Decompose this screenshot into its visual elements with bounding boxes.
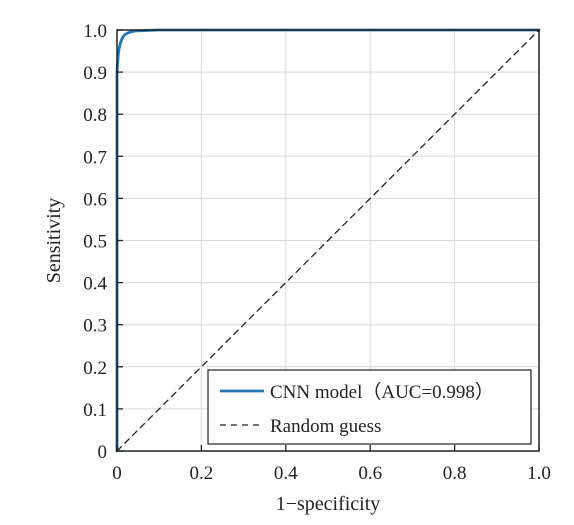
axis-ticks: 0 0.2 0.4 0.6 0.8 1.0 0 0.1 0.2 0.3 0.4 0.5 0.6 0.7 0.…: [83, 21, 551, 484]
y-tick-label-8: 0.8: [83, 105, 107, 126]
legend-box: [207, 369, 532, 445]
x-tick-label-3: 0.6: [358, 463, 382, 484]
legend-entry-cnn-model: CNN model（AUC=0.998）: [270, 381, 494, 403]
x-tick-label-2: 0.4: [274, 463, 298, 484]
y-tick-label-0: 0: [98, 442, 108, 463]
y-axis-title: Sensitivity: [43, 198, 65, 284]
y-tick-label-4: 0.4: [83, 274, 107, 295]
y-tick-label-10: 1.0: [83, 21, 107, 42]
legend: CNN model（AUC=0.998） Random guess: [207, 369, 532, 445]
x-tick-label-0: 0: [112, 463, 122, 484]
legend-entry-random-guess: Random guess: [270, 416, 381, 437]
x-axis-title: 1−specificity: [276, 493, 381, 515]
x-tick-label-5: 1.0: [527, 463, 551, 484]
series-random-guess: [116, 29, 540, 452]
y-tick-label-9: 0.9: [83, 63, 107, 84]
y-tick-label-3: 0.3: [83, 316, 107, 337]
y-tick-label-1: 0.1: [83, 400, 107, 421]
x-tick-label-4: 0.8: [443, 463, 467, 484]
y-tick-label-2: 0.2: [83, 358, 107, 379]
y-tick-label-7: 0.7: [83, 147, 107, 168]
y-tick-label-5: 0.5: [83, 232, 107, 253]
y-tick-label-6: 0.6: [83, 189, 107, 210]
x-tick-label-1: 0.2: [190, 463, 214, 484]
